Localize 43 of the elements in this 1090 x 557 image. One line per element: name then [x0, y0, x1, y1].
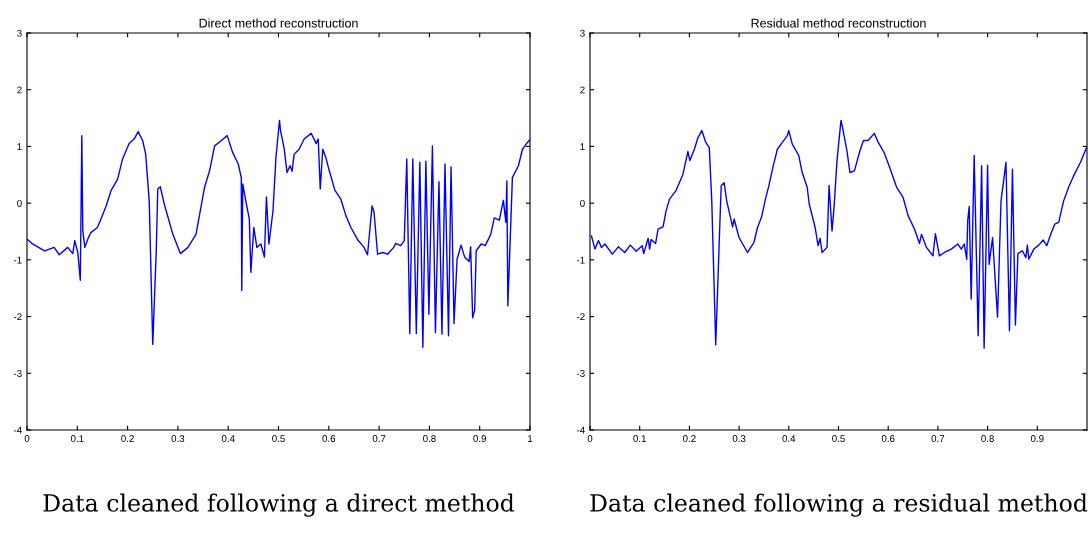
x-tick-label: 0.8 — [981, 435, 994, 442]
y-tick-label: -3 — [576, 370, 585, 377]
y-tick-label: 1 — [580, 143, 585, 150]
y-tick-label: 2 — [17, 86, 22, 94]
x-tick-label: 0.4 — [221, 435, 235, 442]
x-tick-label: 0.2 — [683, 435, 696, 442]
y-tick-label: -1 — [576, 256, 585, 264]
chart-title: Direct method reconstruction — [199, 18, 358, 28]
line-series — [27, 119, 530, 348]
x-tick-label: 0.7 — [372, 435, 386, 442]
y-tick-label: -4 — [13, 426, 22, 434]
x-tick-label: 0 — [24, 435, 30, 442]
x-tick-label: 0.9 — [473, 435, 486, 442]
x-tick-label: 0.3 — [732, 435, 746, 442]
y-tick-label: 0 — [17, 199, 22, 207]
x-tick-label: 0.1 — [70, 435, 84, 442]
text: Data cleaned following a residual method — [590, 493, 1088, 517]
y-tick-label: -4 — [576, 426, 585, 434]
x-tick-label: 1 — [528, 435, 533, 442]
line-series — [590, 119, 1087, 350]
x-tick-label: 0.7 — [931, 435, 945, 442]
x-tick-label: 0.4 — [782, 435, 796, 442]
x-tick-label: 0.9 — [1030, 435, 1044, 442]
text: Data cleaned following a direct method — [43, 493, 515, 517]
x-tick-label: 0 — [587, 435, 593, 442]
x-tick-label: 0.1 — [633, 435, 646, 442]
x-tick-label: 0.6 — [881, 435, 895, 442]
x-tick-label: 0.6 — [322, 435, 336, 442]
y-tick-label: 2 — [580, 86, 585, 94]
y-tick-label: -2 — [576, 313, 585, 321]
x-tick-label: 0.8 — [423, 435, 436, 442]
x-tick-label: 0.5 — [832, 435, 845, 442]
y-tick-label: 1 — [17, 143, 22, 150]
y-tick-label: -1 — [13, 256, 22, 264]
chart-title: Residual method reconstruction — [751, 18, 926, 28]
x-tick-label: 0.2 — [121, 435, 134, 442]
y-tick-label: 3 — [17, 29, 22, 37]
y-tick-label: -2 — [13, 313, 22, 321]
y-tick-label: -3 — [13, 370, 22, 377]
y-tick-label: 3 — [580, 29, 585, 37]
y-tick-label: 0 — [580, 199, 585, 207]
x-tick-label: 0.3 — [171, 435, 185, 442]
x-tick-label: 0.5 — [272, 435, 285, 442]
